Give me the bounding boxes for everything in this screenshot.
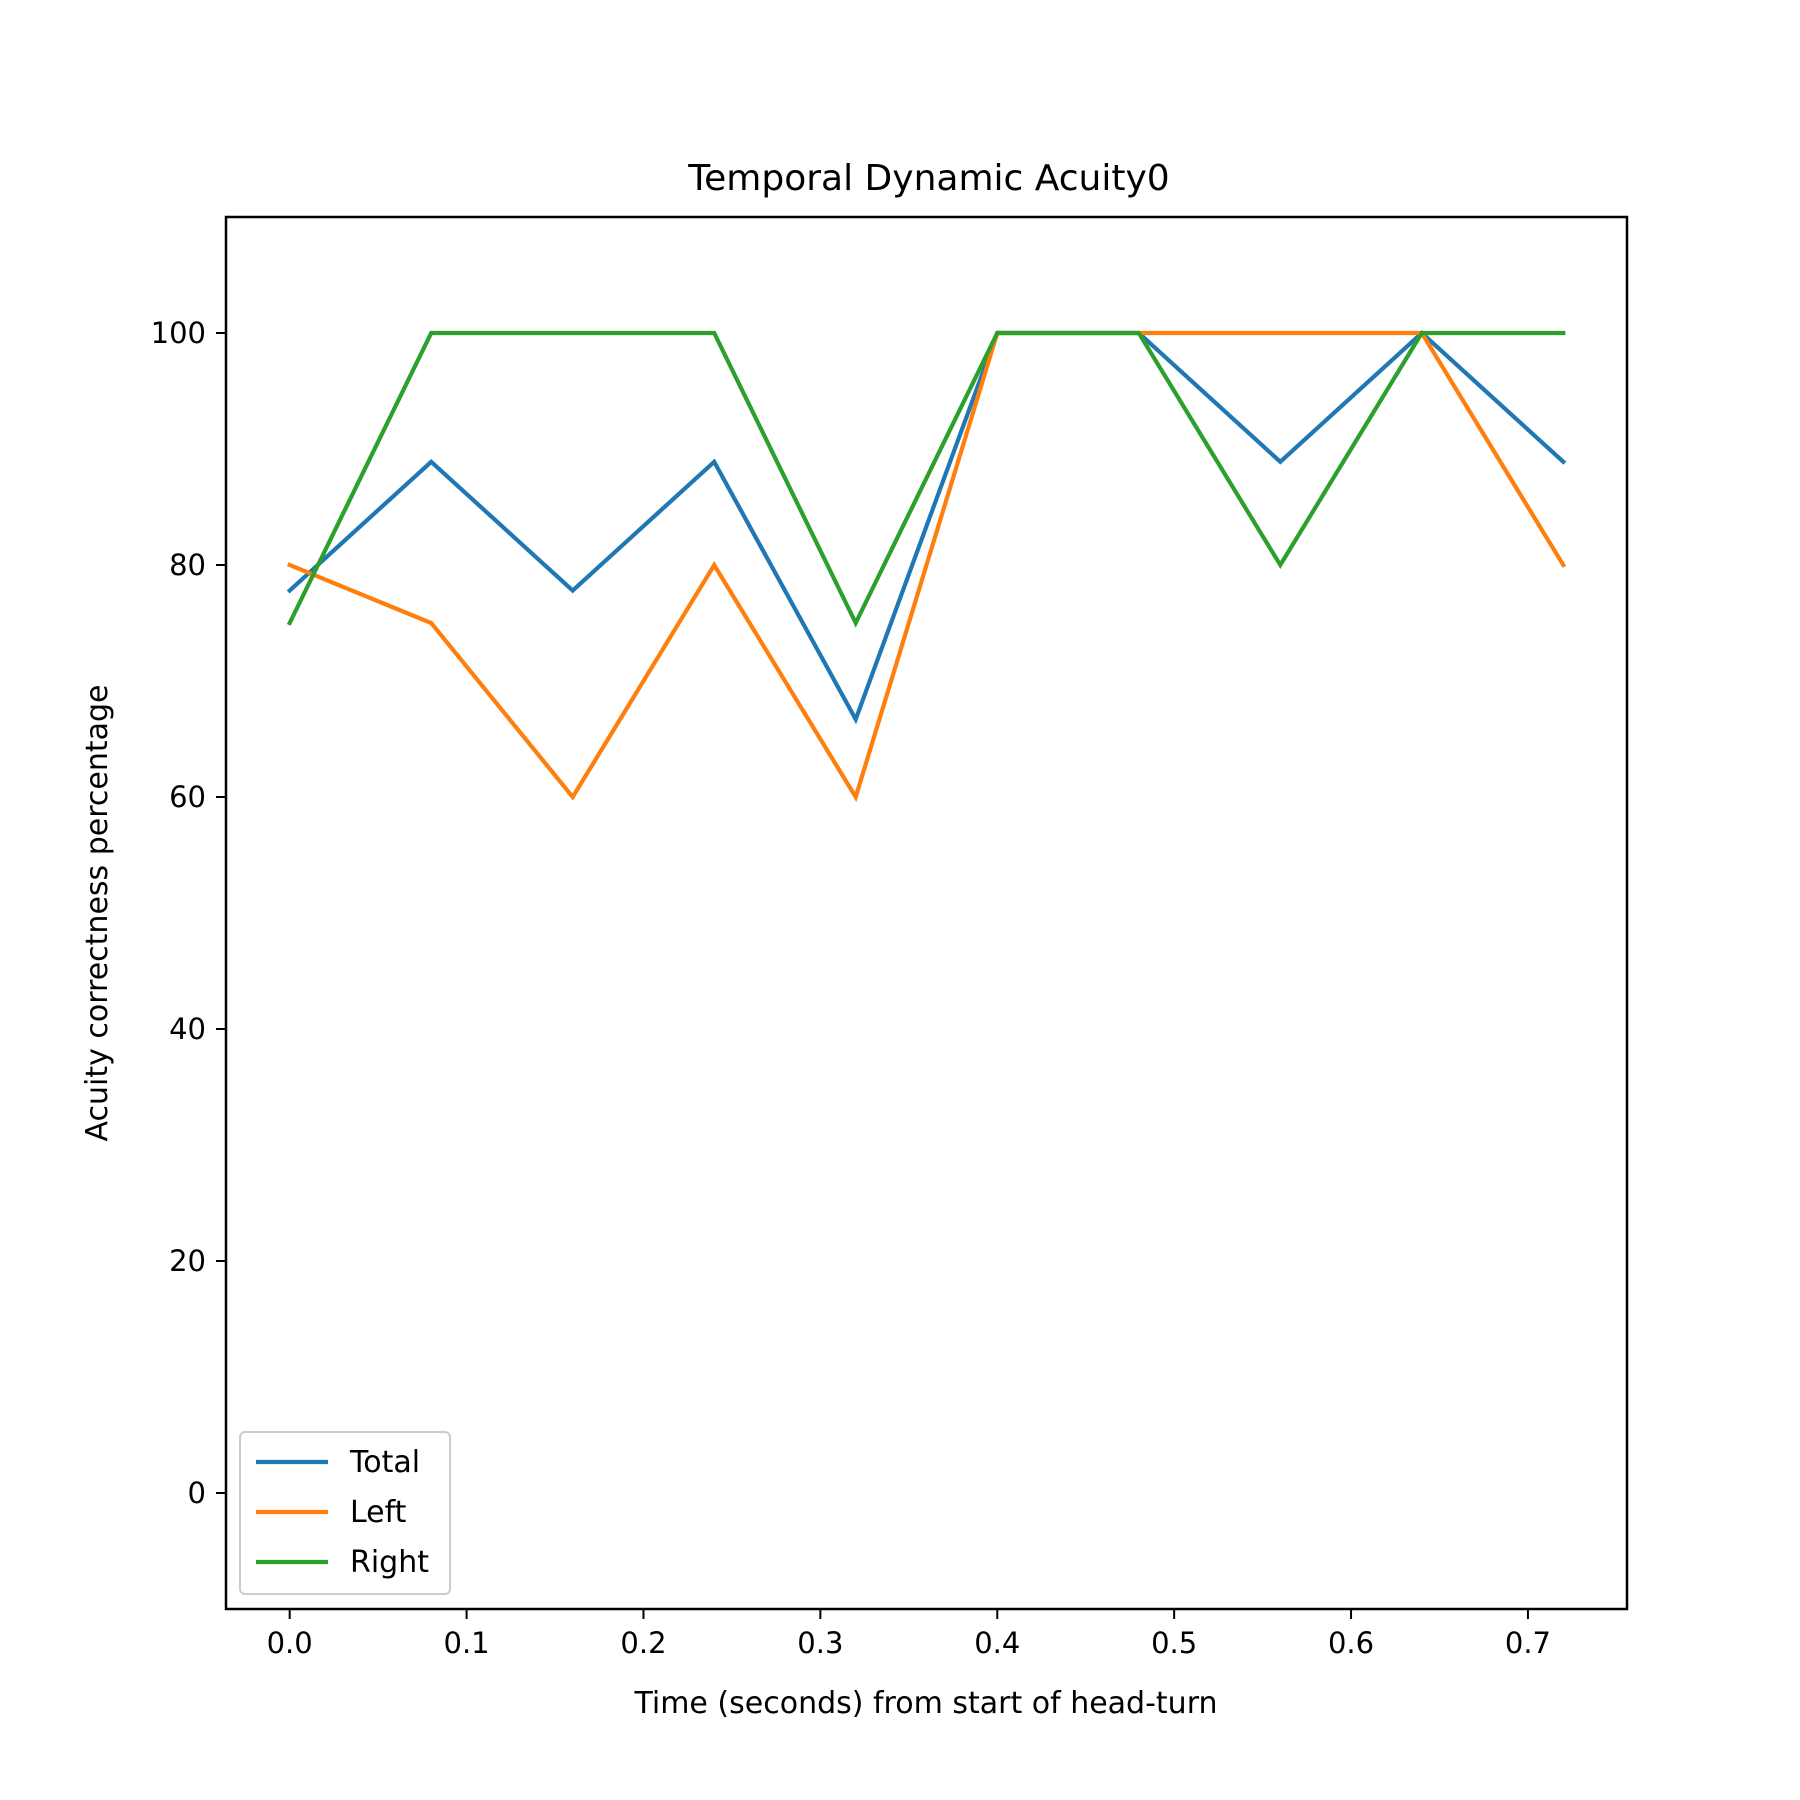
legend-box	[239, 1431, 451, 1595]
legend-entries: Total Left Right	[256, 1445, 429, 1580]
legend-label-right: Right	[350, 1545, 429, 1580]
legend-label-left: Left	[350, 1495, 407, 1530]
y-tick-label: 0	[188, 1476, 206, 1510]
y-tick-label: 20	[169, 1244, 206, 1278]
y-tick-label: 80	[169, 548, 206, 582]
x-tick-label: 0.5	[1151, 1626, 1197, 1660]
plot-lines	[286, 330, 1567, 803]
x-axis-label: Time (seconds) from start of head-turn	[633, 1686, 1217, 1721]
x-tick-label: 0.1	[444, 1626, 490, 1660]
series-line-left	[286, 330, 1567, 803]
y-tick-label: 40	[169, 1012, 206, 1046]
x-tick-label: 0.7	[1505, 1626, 1551, 1660]
series-line-total	[286, 330, 1567, 725]
x-axis-ticks: 0.0 0.1 0.2 0.3 0.4 0.5 0.6 0.7	[267, 1609, 1551, 1660]
x-tick-label: 0.6	[1328, 1626, 1374, 1660]
legend: Total Left Right	[239, 1431, 451, 1595]
x-tick-label: 0.2	[620, 1626, 666, 1660]
y-tick-label: 60	[169, 780, 206, 814]
x-tick-label: 0.3	[797, 1626, 843, 1660]
x-tick-label: 0.0	[267, 1626, 313, 1660]
y-axis-label: Acuity correctness percentage	[80, 685, 115, 1142]
series-line-right	[286, 330, 1566, 628]
chart-title: Temporal Dynamic Acuity0	[687, 158, 1169, 199]
x-tick-label: 0.4	[974, 1626, 1020, 1660]
y-axis-ticks: 0 20 40 60 80 100	[151, 316, 226, 1510]
axes-frame	[224, 215, 1629, 1611]
legend-label-total: Total	[349, 1445, 420, 1480]
y-tick-label: 100	[151, 316, 206, 350]
